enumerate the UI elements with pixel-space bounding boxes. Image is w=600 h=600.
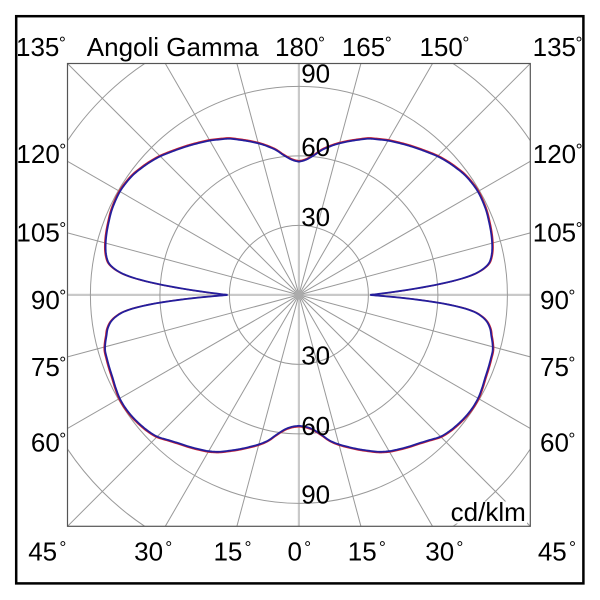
svg-text:180°: 180° [275, 32, 325, 62]
svg-text:120°: 120° [533, 139, 583, 169]
svg-text:Angoli Gamma: Angoli Gamma [87, 32, 259, 62]
svg-text:150°: 150° [419, 32, 469, 62]
svg-text:135°: 135° [16, 32, 66, 62]
svg-text:60: 60 [301, 132, 330, 162]
svg-text:30: 30 [301, 341, 330, 371]
svg-text:90: 90 [301, 59, 330, 89]
svg-text:60: 60 [301, 411, 330, 441]
svg-text:90: 90 [301, 479, 330, 509]
svg-text:120°: 120° [16, 139, 66, 169]
svg-text:105°: 105° [16, 218, 66, 248]
svg-text:30: 30 [301, 202, 330, 232]
svg-text:165°: 165° [342, 32, 392, 62]
svg-text:45°: 45 ° [538, 536, 576, 566]
svg-text:105°: 105° [533, 218, 583, 248]
svg-text:135°: 135° [533, 32, 583, 62]
svg-text:cd/klm: cd/klm [451, 497, 526, 527]
